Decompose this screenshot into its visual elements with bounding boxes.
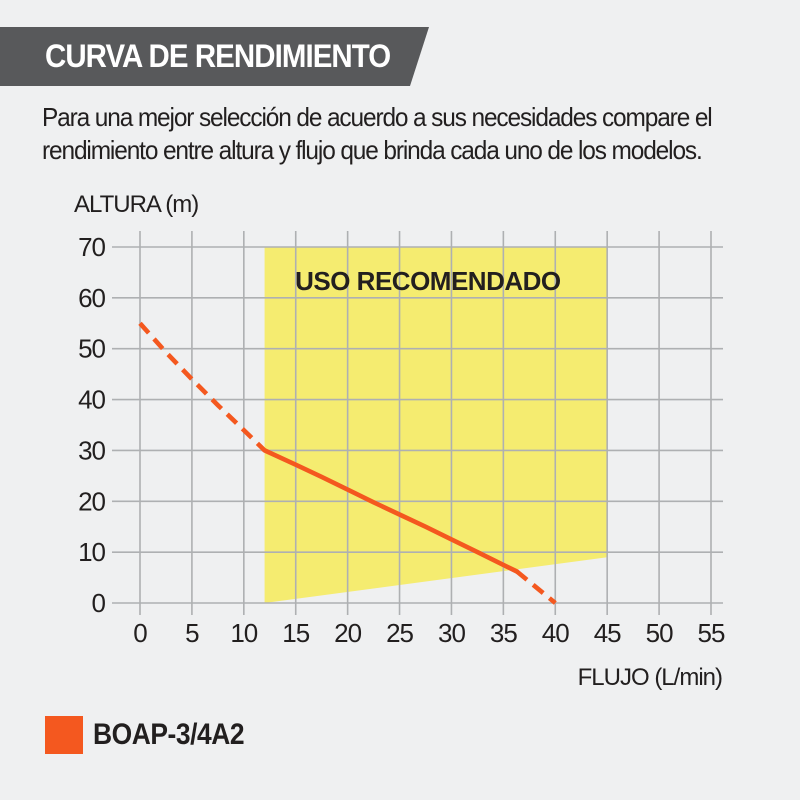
pump-curve-segment-solid <box>262 448 520 574</box>
pump-curve-segment-dashed <box>515 569 557 605</box>
description-line: Para una mejor selección de acuerdo a su… <box>42 102 713 132</box>
x-tick-label: 5 <box>185 618 199 648</box>
y-tick-label: 20 <box>78 486 105 516</box>
x-axis-title: FLUJO (L/min) <box>578 664 722 691</box>
y-tick-label: 0 <box>92 588 106 618</box>
x-tick-label: 30 <box>438 618 465 648</box>
y-tick-label: 60 <box>78 283 105 313</box>
y-tick-label: 50 <box>78 334 105 364</box>
page-title: CURVA DE RENDIMIENTO <box>45 38 391 74</box>
x-tick-label: 50 <box>646 618 673 648</box>
x-tick-label: 40 <box>542 618 569 648</box>
x-tick-label: 55 <box>698 618 725 648</box>
x-tick-label: 0 <box>133 618 147 648</box>
x-tick-label: 10 <box>230 618 257 648</box>
x-tick-label: 20 <box>334 618 361 648</box>
recommended-region-label: USO RECOMENDADO <box>295 266 561 296</box>
legend-swatch <box>45 716 83 754</box>
x-tick-label: 35 <box>490 618 517 648</box>
title-banner: CURVA DE RENDIMIENTO <box>0 27 429 86</box>
x-tick-label: 25 <box>386 618 413 648</box>
legend: BOAP-3/4A2 <box>45 716 265 754</box>
y-tick-label: 10 <box>78 537 105 567</box>
legend-label: BOAP-3/4A2 <box>93 718 245 751</box>
y-tick-label: 70 <box>78 232 105 262</box>
description: Para una mejor selección de acuerdo a su… <box>42 101 753 167</box>
pump-curve-segment-dashed <box>138 321 267 453</box>
y-axis-title: ALTURA (m) <box>74 191 198 218</box>
y-tick-label: 30 <box>78 435 105 465</box>
x-tick-label: 15 <box>282 618 309 648</box>
description-line: rendimiento entre altura y flujo que bri… <box>42 135 703 165</box>
x-tick-label: 45 <box>594 618 621 648</box>
y-tick-label: 40 <box>78 385 105 415</box>
grid <box>112 231 723 615</box>
recommended-region <box>264 247 608 603</box>
